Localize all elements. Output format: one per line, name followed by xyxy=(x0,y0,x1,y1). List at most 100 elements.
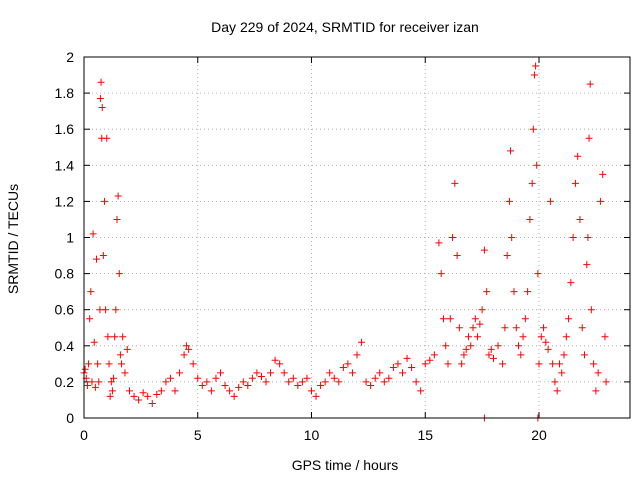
data-point xyxy=(118,360,126,368)
data-point xyxy=(123,345,131,353)
data-point xyxy=(235,383,243,391)
data-point xyxy=(244,382,252,390)
data-point xyxy=(385,374,393,382)
data-point xyxy=(446,315,454,323)
data-point xyxy=(408,363,416,371)
data-point xyxy=(530,71,538,79)
data-point xyxy=(487,345,495,353)
data-point xyxy=(162,378,170,386)
y-axis-label: SRMTID / TECUs xyxy=(5,184,21,294)
data-point xyxy=(262,378,270,386)
data-point xyxy=(91,383,99,391)
data-point xyxy=(565,315,573,323)
data-point xyxy=(529,125,537,133)
data-point xyxy=(353,351,361,359)
data-point xyxy=(185,345,193,353)
data-point xyxy=(115,270,123,278)
data-point xyxy=(602,378,610,386)
data-point xyxy=(503,252,511,260)
data-point xyxy=(83,382,91,390)
data-point xyxy=(253,369,261,377)
data-point xyxy=(312,392,320,400)
data-point xyxy=(221,382,229,390)
data-point xyxy=(96,95,104,103)
data-point xyxy=(86,315,94,323)
data-point xyxy=(344,360,352,368)
data-point xyxy=(519,333,527,341)
data-point xyxy=(510,288,518,296)
data-point xyxy=(494,342,502,350)
data-point xyxy=(569,234,577,241)
data-point xyxy=(110,374,118,382)
y-tick-label: 1 xyxy=(66,230,74,246)
data-point xyxy=(308,387,315,395)
data-point xyxy=(551,378,559,386)
data-point xyxy=(182,342,190,350)
data-point xyxy=(189,360,197,368)
data-point xyxy=(212,374,220,382)
x-tick-label: 20 xyxy=(531,427,547,443)
data-point xyxy=(474,333,482,341)
data-point xyxy=(198,382,206,390)
data-point xyxy=(601,333,609,341)
data-point xyxy=(403,354,411,362)
y-tick-label: 0.4 xyxy=(55,338,75,354)
data-point xyxy=(532,62,540,70)
data-point xyxy=(335,378,343,386)
y-tick-label: 0 xyxy=(66,410,74,426)
data-point xyxy=(521,315,529,323)
data-point xyxy=(166,374,174,382)
data-point xyxy=(113,215,121,223)
data-point xyxy=(469,324,477,332)
data-point xyxy=(442,342,450,350)
data-point xyxy=(88,378,96,386)
data-point xyxy=(574,152,582,160)
data-point xyxy=(537,333,545,341)
data-point xyxy=(449,234,457,241)
data-point xyxy=(535,360,543,368)
data-point xyxy=(321,378,329,386)
data-point xyxy=(276,360,284,368)
data-point xyxy=(435,239,443,247)
data-point xyxy=(594,369,602,377)
data-point xyxy=(453,252,461,260)
y-tick-label: 0.6 xyxy=(55,302,75,318)
data-point xyxy=(130,392,138,400)
data-point xyxy=(490,354,497,362)
x-tick-label: 15 xyxy=(417,427,433,443)
data-point xyxy=(89,230,97,238)
data-point xyxy=(592,387,600,395)
data-point xyxy=(90,338,98,346)
data-point xyxy=(507,147,515,155)
data-point xyxy=(153,391,161,399)
data-point xyxy=(581,351,588,359)
data-point xyxy=(596,197,604,205)
y-tick-label: 0.8 xyxy=(55,266,75,282)
data-point xyxy=(483,288,491,296)
grid-lines xyxy=(84,57,630,418)
data-point xyxy=(98,104,106,112)
data-point xyxy=(467,342,475,350)
data-point xyxy=(590,360,598,368)
data-point xyxy=(549,360,557,368)
data-point xyxy=(139,389,147,397)
data-point xyxy=(533,161,541,169)
data-point xyxy=(471,315,479,323)
data-point xyxy=(87,288,95,296)
data-point xyxy=(207,387,215,395)
data-point xyxy=(464,333,472,341)
data-point xyxy=(485,351,493,359)
data-point xyxy=(194,374,202,382)
data-point xyxy=(560,351,568,359)
data-point xyxy=(94,360,102,368)
data-point xyxy=(526,215,534,223)
data-point xyxy=(367,382,375,390)
data-point xyxy=(512,324,520,332)
data-point xyxy=(439,315,447,323)
data-point xyxy=(546,197,554,205)
data-point xyxy=(455,324,463,332)
data-point xyxy=(348,369,356,377)
data-point xyxy=(542,338,550,346)
data-point xyxy=(508,234,516,241)
data-point xyxy=(119,333,127,341)
